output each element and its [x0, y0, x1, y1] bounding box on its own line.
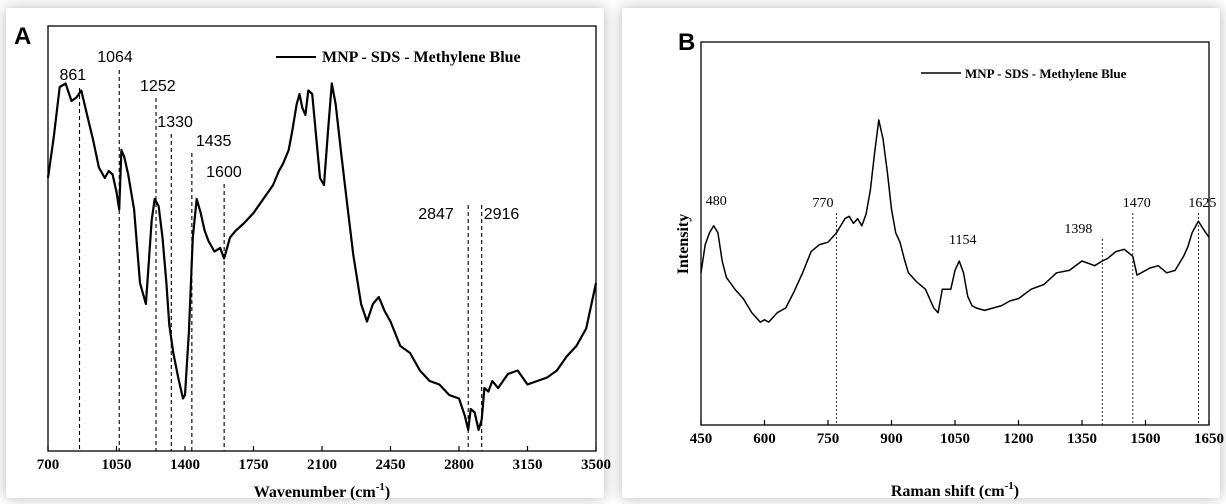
peak-annotation-1252: 1252 [140, 78, 176, 95]
series-a-line [46, 82, 598, 432]
x-tick-label: 3150 [513, 457, 543, 473]
peak-annotation-1600: 1600 [206, 164, 242, 181]
x-tick-label: 1050 [102, 457, 132, 473]
plot-a-frame [47, 25, 597, 452]
x-tick-label: 600 [753, 431, 776, 447]
panel-a-chart: A MNP - SDS - Methylene Blue 861 1064 1252… [14, 23, 611, 501]
panel-a-letter: A [14, 23, 31, 50]
peak-annotation-480: 480 [706, 194, 727, 209]
panel-b-chart: B MNP - SDS - Methylene Blue 770 1398 1470… [675, 29, 1224, 500]
x-tick-label: 2450 [376, 457, 406, 473]
x-tick-label: 1200 [1004, 431, 1034, 447]
x-axis-title-b: Raman shift (cm-1) [891, 480, 1019, 500]
x-tick-label: 700 [37, 457, 60, 473]
peak-annotation-2847: 2847 [418, 206, 454, 223]
peak-annotation-1435: 1435 [196, 133, 232, 150]
x-tick-label: 1400 [170, 457, 200, 473]
x-tick-label: 450 [690, 431, 713, 447]
panel-a-frame [6, 8, 604, 498]
x-tick-label: 1750 [239, 457, 269, 473]
x-tick-label: 1350 [1067, 431, 1097, 447]
x-tick-label: 1500 [1131, 431, 1161, 447]
y-axis-title-b: Intensity [675, 214, 692, 274]
legend-b: MNP - SDS - Methylene Blue [921, 66, 1127, 81]
peak-annotation-1625: 1625 [1188, 196, 1216, 211]
x-tick-label: 900 [880, 431, 903, 447]
series-b-line [700, 119, 1210, 323]
peak-annotation-861: 861 [60, 67, 87, 84]
x-tick-label: 750 [817, 431, 840, 447]
x-tick-label: 2100 [307, 457, 337, 473]
x-axis-title-a: Wavenumber (cm-1) [254, 481, 390, 501]
panel-b-letter: B [678, 29, 695, 56]
peak-annotation-1330: 1330 [157, 114, 193, 131]
x-tick-label: 1650 [1194, 431, 1224, 447]
x-tick-label: 2800 [444, 457, 474, 473]
peak-annotation-1470: 1470 [1123, 196, 1151, 211]
x-tick-label: 3500 [581, 457, 611, 473]
legend-a: MNP - SDS - Methylene Blue [276, 49, 521, 66]
peak-annotation-770: 770 [812, 196, 833, 211]
peak-annotation-1064: 1064 [97, 49, 133, 66]
peak-annotation-2916: 2916 [484, 206, 520, 223]
legend-a-label: MNP - SDS - Methylene Blue [322, 49, 521, 66]
legend-b-label: MNP - SDS - Methylene Blue [965, 66, 1127, 81]
x-tick-label: 1050 [940, 431, 970, 447]
peak-annotation-1154: 1154 [949, 233, 976, 248]
peak-annotation-1398: 1398 [1064, 222, 1092, 237]
